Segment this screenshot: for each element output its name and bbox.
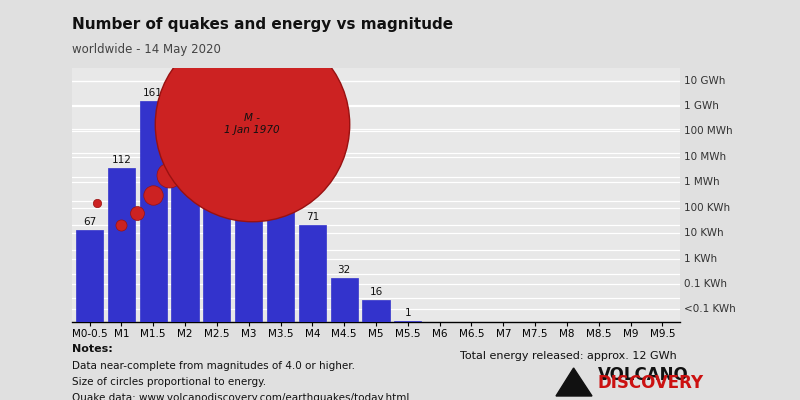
Bar [330,278,358,322]
Bar [171,134,198,322]
Bar [362,300,390,322]
Text: 10 KWh: 10 KWh [684,228,724,238]
Text: Number of quakes and energy vs magnitude: Number of quakes and energy vs magnitude [72,17,453,32]
Point [162,172,175,178]
Bar [299,224,326,322]
Point [146,192,159,198]
Text: 16: 16 [370,287,382,297]
Text: Notes:: Notes: [72,344,113,354]
Bar [76,230,103,322]
Bar [394,321,422,322]
Point [194,121,207,127]
Text: DISCOVERY: DISCOVERY [598,374,704,392]
Text: 10 GWh: 10 GWh [684,76,726,86]
Text: 1 GWh: 1 GWh [684,101,719,111]
Text: VOLCANO: VOLCANO [598,366,688,384]
Point [131,210,144,216]
Text: 71: 71 [306,212,319,222]
Text: 1 KWh: 1 KWh [684,254,717,264]
Text: M -
1 Jan 1970: M - 1 Jan 1970 [224,113,280,135]
Text: 137: 137 [175,121,195,131]
Text: Quake data: www.volcanodiscovery.com/earthquakes/today.html: Quake data: www.volcanodiscovery.com/ear… [72,393,410,400]
Text: 161: 161 [143,88,163,98]
Text: 0.1 KWh: 0.1 KWh [684,279,727,289]
Text: 32: 32 [338,265,350,275]
Point [115,222,128,229]
Bar [235,180,262,322]
Point [91,200,104,206]
Text: 100 MWh: 100 MWh [684,126,733,136]
Text: 100 KWh: 100 KWh [684,203,730,213]
Point [246,121,258,127]
Text: Data near-complete from magnitudes of 4.0 or higher.: Data near-complete from magnitudes of 4.… [72,361,355,371]
Text: 1: 1 [405,308,411,318]
Point [178,141,191,147]
Text: 90: 90 [274,186,287,196]
Text: 111: 111 [207,157,226,167]
Text: worldwide - 14 May 2020: worldwide - 14 May 2020 [72,43,221,56]
Point [217,110,230,117]
Text: 10 MWh: 10 MWh [684,152,726,162]
Bar [267,198,294,322]
Text: 112: 112 [111,156,131,166]
Bar [203,170,230,322]
Text: 1 MWh: 1 MWh [684,177,720,187]
Bar [140,101,166,322]
Text: Total energy released: approx. 12 GWh: Total energy released: approx. 12 GWh [460,351,677,361]
Text: 67: 67 [83,217,96,227]
Bar [108,168,135,322]
Text: 103: 103 [238,168,258,178]
Text: <0.1 KWh: <0.1 KWh [684,304,736,314]
Text: Size of circles proportional to energy.: Size of circles proportional to energy. [72,377,266,387]
